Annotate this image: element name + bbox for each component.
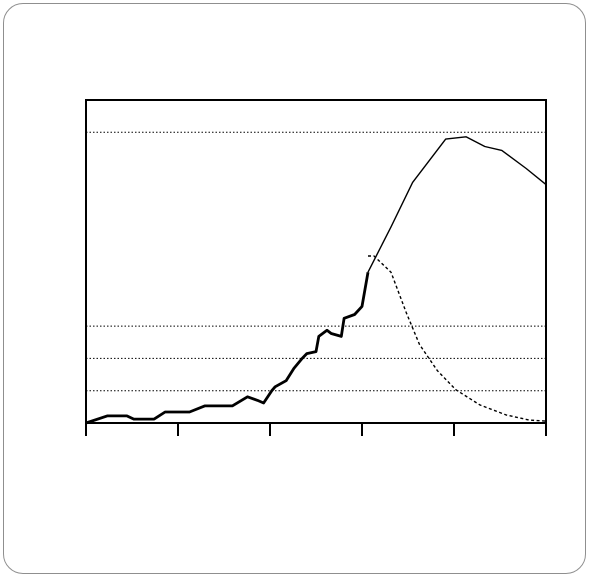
plot-frame — [85, 99, 547, 424]
series-line-0 — [85, 271, 370, 425]
chart-card — [3, 3, 586, 574]
series-line-1 — [367, 136, 547, 273]
x-ticks — [85, 423, 547, 436]
series-line-2 — [368, 255, 547, 422]
series-lines — [85, 136, 547, 425]
